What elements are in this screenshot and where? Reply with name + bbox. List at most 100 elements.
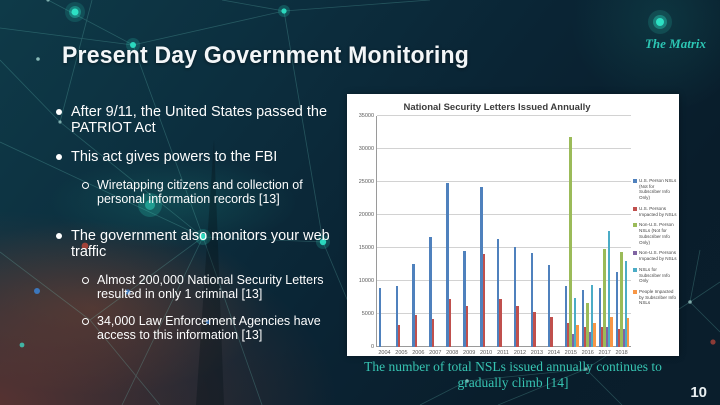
bar-group-2016 <box>580 116 597 347</box>
bullet-marker <box>82 276 89 284</box>
bar <box>593 322 596 347</box>
bar <box>431 318 434 347</box>
bar <box>627 317 630 347</box>
bar-group-2004 <box>377 116 394 347</box>
x-axis-tick: 2016 <box>581 350 594 356</box>
bar-group-2018 <box>614 116 631 347</box>
bullet-marker <box>56 109 62 115</box>
bar <box>620 251 623 347</box>
bullet-item: After 9/11, the United States passed the… <box>56 104 350 136</box>
bar-group-2005 <box>394 116 411 347</box>
bar-group-2009 <box>462 116 479 347</box>
bullet-text: Wiretapping citizens and collection of p… <box>97 178 303 206</box>
gridline <box>377 280 631 281</box>
chart-title: National Security Letters Issued Annuall… <box>403 102 591 113</box>
bullet-list: After 9/11, the United States passed the… <box>56 104 350 355</box>
bar <box>446 183 449 347</box>
legend-label: NSLs for Subscriber Info Only <box>639 266 670 284</box>
legend-swatch <box>633 267 637 272</box>
page-number: 10 <box>690 384 707 401</box>
bar <box>574 298 577 347</box>
bar-group-2007 <box>428 116 445 347</box>
x-axis-tick: 2011 <box>497 350 509 356</box>
bar <box>603 249 606 347</box>
x-axis-tick: 2006 <box>412 350 425 356</box>
legend-entry: Non-U.S. Person NSLs (Not for Subscriber… <box>633 222 677 245</box>
legend-entry: NSLs for Subscriber Info Only <box>633 267 677 284</box>
bar <box>607 230 611 347</box>
legend-entry: U.S. Persons Impacted by NSLs <box>633 206 677 217</box>
x-axis-tick: 2007 <box>429 350 442 356</box>
x-axis-tick: 2017 <box>598 350 611 356</box>
y-axis-tick: 20000 <box>358 212 374 218</box>
bar <box>624 261 628 347</box>
bullet-item: The government also monitors your web tr… <box>56 228 350 260</box>
gridline <box>377 247 631 248</box>
bar <box>395 285 398 347</box>
bar <box>576 324 579 347</box>
x-axis-tick: 2014 <box>547 350 560 356</box>
bullet-marker <box>56 154 62 160</box>
chart-panel: National Security Letters Issued Annuall… <box>347 94 679 356</box>
bar <box>618 329 621 347</box>
bar <box>588 332 592 347</box>
bullet-text: The government also monitors your web tr… <box>71 228 330 260</box>
y-axis-tick: 5000 <box>361 311 374 317</box>
bar <box>601 327 604 347</box>
y-axis-tick: 10000 <box>358 278 374 284</box>
bar-group-2017 <box>597 116 614 347</box>
y-axis-tick: 35000 <box>358 113 374 119</box>
x-axis-tick: 2010 <box>479 350 493 356</box>
bar <box>550 316 553 347</box>
bullet-item: This act gives powers to the FBI <box>56 149 350 165</box>
x-axis-tick: 2009 <box>463 350 476 356</box>
bar <box>482 253 485 347</box>
bullet-item: Almost 200,000 National Security Letters… <box>82 273 348 301</box>
bar <box>414 315 418 347</box>
bar <box>571 334 575 347</box>
gridline <box>377 346 631 347</box>
bar-group-2014 <box>546 116 563 347</box>
gridline <box>377 313 631 314</box>
bar <box>429 236 432 347</box>
bar <box>584 326 587 347</box>
bar-groups <box>377 116 631 347</box>
legend-entry: U.S. Person NSLs (Not for Subscriber Inf… <box>633 178 677 201</box>
bar-group-2012 <box>513 116 530 347</box>
bullet-marker <box>82 317 89 325</box>
x-axis-tick: 2005 <box>395 350 408 356</box>
y-axis-tick: 30000 <box>358 146 374 152</box>
bar <box>533 312 536 347</box>
bar <box>569 137 572 347</box>
chart-x-axis: 2004 2005 2006 2007 2008 2009 2010 2011 2012 2013… <box>376 350 630 356</box>
gridline <box>377 115 631 116</box>
bar <box>397 324 401 347</box>
bar-group-2013 <box>529 116 546 347</box>
bullet-marker <box>56 233 62 239</box>
gridline <box>377 148 631 149</box>
legend-swatch <box>633 179 637 183</box>
y-axis-tick: 0 <box>370 344 374 350</box>
bullet-text: Almost 200,000 National Security Letters… <box>97 273 324 301</box>
bullet-item: Wiretapping citizens and collection of p… <box>82 178 348 206</box>
bar <box>567 323 570 347</box>
bar <box>480 186 483 347</box>
bar-group-2008 <box>445 116 462 347</box>
y-axis-tick: 15000 <box>358 245 374 251</box>
bar-group-2015 <box>563 116 580 347</box>
bullet-text: 34,000 Law Enforcement Agencies have acc… <box>97 314 321 342</box>
bar <box>581 289 585 347</box>
chart-plot: 0 5000 10000 15000 20000 25000 30000 35000 <box>359 113 631 350</box>
bar <box>531 253 534 347</box>
bar <box>516 306 519 347</box>
bar <box>610 316 613 347</box>
legend-swatch <box>633 223 637 228</box>
legend-label: U.S. Person NSLs (Not for Subscriber Inf… <box>639 178 677 201</box>
bar <box>615 271 618 347</box>
x-axis-tick: 2012 <box>513 350 527 356</box>
legend-label: Non-U.S. Person NSLs (Not for Subscriber… <box>639 222 674 245</box>
bar <box>378 288 381 347</box>
deck-watermark: The Matrix <box>644 36 706 51</box>
legend-entry: Non-U.S. Persons Impacted by NSLs <box>633 250 677 261</box>
